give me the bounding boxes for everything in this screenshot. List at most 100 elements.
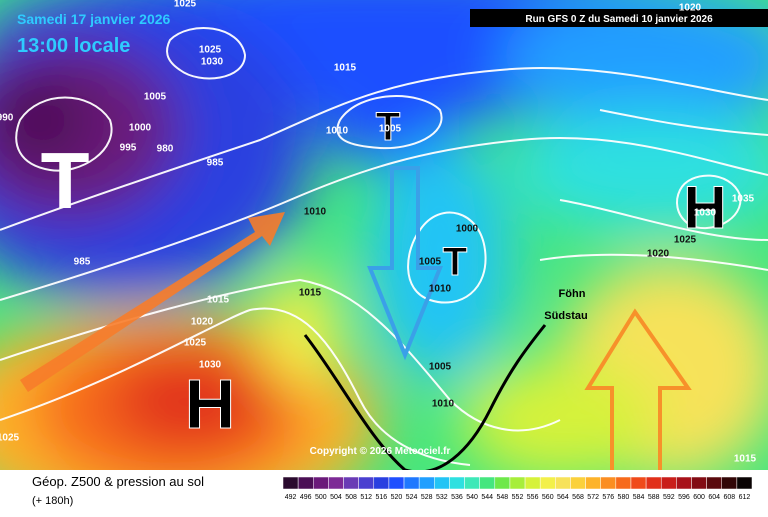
legend-swatch	[282, 476, 299, 490]
isobar-label: 1015	[207, 295, 230, 306]
legend-swatch	[600, 476, 617, 490]
isobar-label: 985	[74, 257, 91, 268]
legend-level: 572	[587, 494, 599, 501]
lead-time: (+ 180h)	[32, 495, 73, 507]
legend-level: 548	[497, 494, 509, 501]
copyright: Copyright © 2026 Meteociel.fr	[310, 446, 451, 457]
pressure-center: H	[683, 174, 726, 241]
legend-level: 580	[618, 494, 630, 501]
legend-level: 496	[300, 494, 312, 501]
legend-level: 600	[693, 494, 705, 501]
isobar-label: 990	[0, 113, 14, 124]
isobar-label: 1030	[199, 360, 222, 371]
isobar-label: 1010	[429, 284, 452, 295]
legend-level: 604	[708, 494, 720, 501]
legend-level: 520	[391, 494, 403, 501]
legend-swatch	[676, 476, 692, 490]
isobar-label: 1020	[647, 249, 670, 260]
legend-swatch	[464, 476, 480, 490]
isobar-label: 1025	[199, 45, 222, 56]
trough-line	[303, 324, 547, 470]
legend-swatch	[645, 476, 662, 490]
legend-level: 492	[285, 494, 297, 501]
legend-swatch	[570, 476, 586, 490]
isobar-label: 1035	[732, 194, 755, 205]
legend-swatch	[524, 476, 541, 490]
legend-level: 588	[648, 494, 660, 501]
isobar-label: 1030	[694, 208, 717, 219]
legend-swatch	[313, 476, 329, 490]
legend-level: 524	[406, 494, 418, 501]
legend-swatch	[615, 476, 632, 490]
legend-level: 560	[542, 494, 554, 501]
legend-swatch	[449, 476, 465, 490]
annotation: Föhn	[559, 288, 586, 300]
isobar-label: 1000	[456, 224, 479, 235]
legend-swatch	[388, 476, 405, 490]
isobar-label: 1020	[191, 317, 214, 328]
annotation: Südstau	[544, 310, 587, 322]
pressure-center: H	[185, 365, 236, 443]
legend-level: 540	[466, 494, 478, 501]
isobar-label: 1010	[304, 207, 327, 218]
legend-level: 608	[723, 494, 735, 501]
isobar-label: 1005	[379, 124, 402, 135]
legend-swatch	[494, 476, 511, 490]
isobar-label: 1025	[674, 235, 697, 246]
legend-level: 612	[739, 494, 751, 501]
isobar-label: 1000	[129, 123, 152, 134]
legend-level: 532	[436, 494, 448, 501]
isobar-label: 1025	[184, 338, 207, 349]
legend-swatch	[343, 476, 359, 490]
isobar-label: 1005	[144, 92, 167, 103]
isobar-label: 1010	[326, 126, 349, 137]
run-info: Run GFS 0 Z du Samedi 10 janvier 2026	[525, 14, 713, 25]
legend-swatch	[373, 476, 390, 490]
legend-swatch	[509, 476, 526, 490]
legend-swatch	[297, 476, 314, 490]
warm-advection-arrow	[20, 212, 285, 392]
cold-advection-arrow	[367, 166, 443, 361]
legend-level: 568	[572, 494, 584, 501]
legend-swatch	[721, 476, 738, 490]
isobar-label: 1025	[174, 0, 197, 10]
isobar-label: 1020	[679, 3, 702, 14]
isobar-label: 1005	[419, 257, 442, 268]
legend-level: 584	[633, 494, 645, 501]
legend-swatch	[539, 476, 556, 490]
legend-level: 500	[315, 494, 327, 501]
warm-rising-arrow	[584, 308, 692, 470]
legend-level: 512	[360, 494, 372, 501]
legend-swatch	[660, 476, 677, 490]
isobar-label: 980	[157, 144, 174, 155]
legend-level: 516	[375, 494, 387, 501]
isobar-label: 1005	[429, 362, 452, 373]
legend-swatch	[418, 476, 435, 490]
legend-level: 544	[481, 494, 493, 501]
legend-swatch	[706, 476, 722, 490]
isobar-label: 985	[207, 158, 224, 169]
isobar-label: 1015	[734, 454, 757, 465]
legend-swatch	[479, 476, 496, 490]
pressure-center: T	[376, 105, 400, 149]
isobar-label: 1025	[0, 433, 20, 444]
legend-level: 564	[557, 494, 569, 501]
legend-swatch	[403, 476, 420, 490]
legend-swatch	[328, 476, 344, 490]
isobar-label: 1010	[432, 399, 455, 410]
local-time: 13:00 locale	[17, 35, 130, 57]
legend-level: 508	[345, 494, 357, 501]
legend-level: 576	[602, 494, 614, 501]
legend-level: 552	[512, 494, 524, 501]
legend-level: 596	[678, 494, 690, 501]
legend-level: 528	[421, 494, 433, 501]
isobar-label: 1015	[334, 63, 357, 74]
legend-swatch	[358, 476, 375, 490]
legend-swatch	[691, 476, 707, 490]
valid-date: Samedi 17 janvier 2026	[17, 11, 171, 27]
legend-level: 592	[663, 494, 675, 501]
pressure-center: T	[41, 136, 90, 225]
